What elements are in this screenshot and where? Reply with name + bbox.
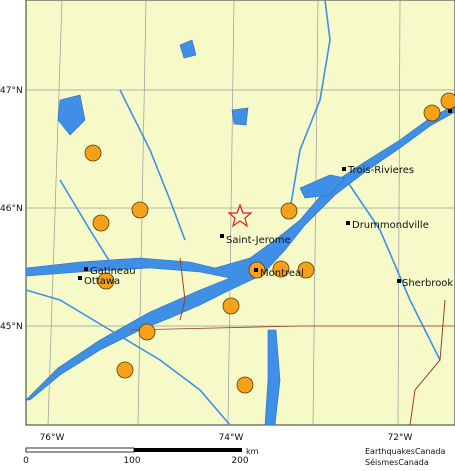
epicenter-star (227, 203, 253, 228)
map-frame (25, 0, 455, 426)
lat-label: 47°N (0, 86, 23, 96)
credit: SéismesCanada (365, 457, 429, 467)
lon-label: 72°W (388, 433, 413, 443)
scale-label: 0 (23, 456, 29, 466)
scale-unit: km (246, 447, 259, 456)
borders (129, 257, 455, 426)
city-label: Trois-Rivieres (347, 165, 414, 176)
city-label: Saint-Jerome (226, 235, 291, 246)
city-label: Montreal (260, 268, 304, 279)
city-label: Gatineau (90, 266, 136, 277)
scale-bar (25, 447, 242, 453)
city-dots (78, 109, 452, 283)
credit: EarthquakesCanada (365, 447, 445, 456)
lat-label: 46°N (0, 204, 23, 214)
city-label: Sherbrook (402, 278, 453, 289)
lat-label: 45°N (0, 322, 23, 332)
lon-label: 74°W (219, 433, 244, 443)
lon-label: 76°W (40, 433, 65, 443)
water (25, 0, 455, 426)
city-label: Ottawa (84, 276, 120, 287)
city-label: Drummondville (352, 220, 429, 231)
scale-label: 200 (231, 456, 248, 466)
earthquakes (84, 92, 455, 394)
scale-label: 100 (123, 456, 140, 466)
